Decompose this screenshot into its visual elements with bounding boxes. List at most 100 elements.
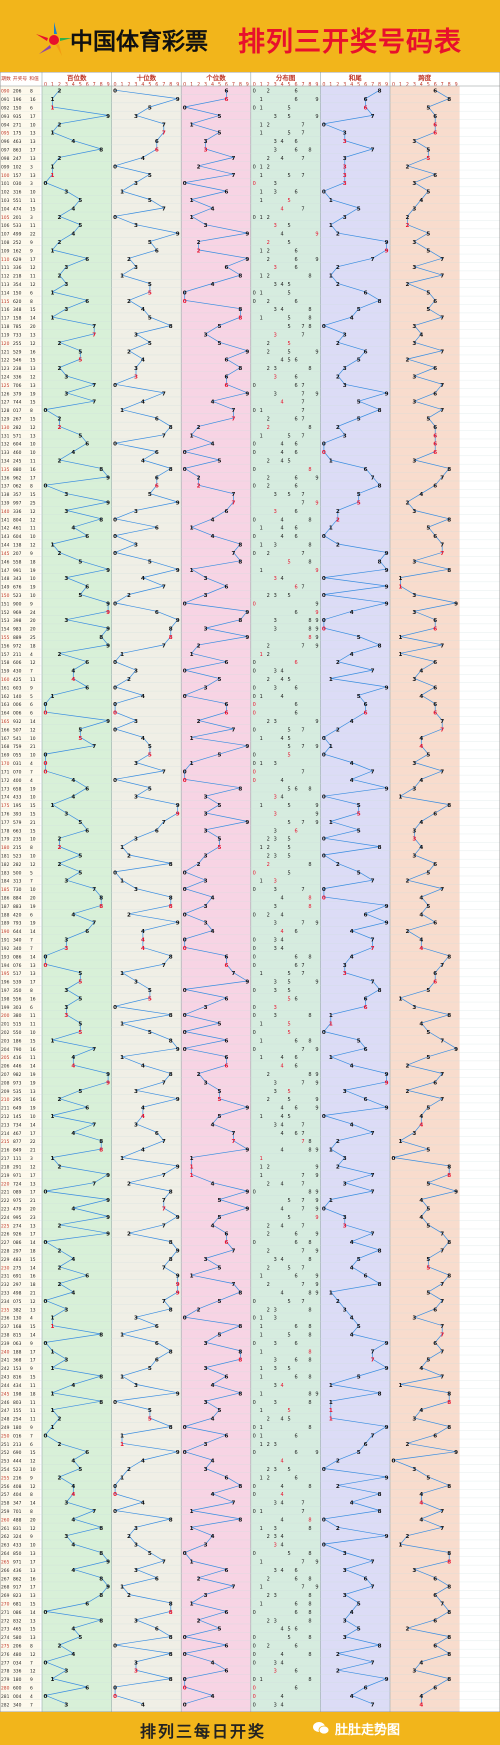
distribution-digit: 0 bbox=[253, 1492, 256, 1498]
distribution-digit: 3 bbox=[274, 1366, 277, 1372]
panel-title: 十位数 bbox=[137, 73, 157, 82]
distribution-digit: 3 bbox=[274, 223, 277, 229]
distribution-digit: 5 bbox=[287, 492, 290, 498]
trend-digit: 8 bbox=[169, 1072, 173, 1078]
row-number-label: 603 bbox=[13, 685, 22, 691]
distribution-digit: 2 bbox=[267, 1576, 270, 1582]
row-issue-label: 222 bbox=[1, 1198, 10, 1204]
trend-digit: 5 bbox=[218, 1408, 222, 1414]
row-number-label: 880 bbox=[13, 467, 22, 473]
digit-header-label: 0 bbox=[322, 82, 325, 88]
distribution-digit: 6 bbox=[294, 484, 297, 490]
distribution-digit: 5 bbox=[287, 240, 290, 246]
digit-header-label: 5 bbox=[357, 82, 360, 88]
distribution-digit: 9 bbox=[315, 601, 318, 607]
trend-digit: 7 bbox=[440, 963, 444, 969]
trend-digit: 8 bbox=[447, 1391, 451, 1397]
digit-header-label: 8 bbox=[308, 82, 311, 88]
trend-digit: 2 bbox=[127, 593, 131, 599]
trend-digit: 4 bbox=[419, 1492, 423, 1498]
distribution-digit: 2 bbox=[267, 1282, 270, 1288]
trend-digit: 4 bbox=[141, 156, 145, 162]
distribution-digit: 6 bbox=[294, 148, 297, 154]
trend-digit: 8 bbox=[447, 1173, 451, 1179]
lottery-star-logo bbox=[36, 22, 72, 56]
trend-digit: 5 bbox=[148, 492, 152, 498]
trend-digit: 6 bbox=[433, 433, 437, 439]
trend-digit: 3 bbox=[343, 1635, 347, 1641]
row-sum-label: 16 bbox=[30, 1274, 36, 1280]
trend-digit: 6 bbox=[224, 1064, 228, 1070]
trend-digit: 7 bbox=[231, 1139, 235, 1145]
distribution-digit: 9 bbox=[315, 1450, 318, 1456]
row-sum-label: 12 bbox=[30, 282, 36, 288]
trend-digit: 2 bbox=[197, 484, 201, 490]
distribution-digit: 6 bbox=[294, 1375, 297, 1381]
trend-digit: 4 bbox=[350, 1240, 354, 1246]
row-sum-label: 6 bbox=[30, 702, 33, 708]
trend-digit: 0 bbox=[183, 601, 187, 607]
row-sum-label: 4 bbox=[30, 778, 33, 784]
row-number-label: 070 bbox=[13, 769, 22, 775]
row-issue-label: 102 bbox=[1, 190, 10, 196]
trend-digit: 6 bbox=[433, 627, 437, 633]
row-sum-label: 19 bbox=[30, 1072, 36, 1078]
trend-digit: 4 bbox=[350, 1265, 354, 1271]
distribution-digit: 4 bbox=[281, 912, 284, 918]
trend-digit: 5 bbox=[426, 1106, 430, 1112]
trend-digit: 3 bbox=[134, 980, 138, 986]
trend-digit: 6 bbox=[433, 173, 437, 179]
trend-digit: 0 bbox=[44, 761, 48, 767]
trend-digit: 1 bbox=[329, 1383, 333, 1389]
trend-digit: 1 bbox=[120, 845, 124, 851]
trend-digit: 0 bbox=[113, 1400, 117, 1406]
trend-digit: 7 bbox=[231, 1131, 235, 1137]
distribution-digit: 0 bbox=[253, 660, 256, 666]
row-sum-label: 15 bbox=[30, 206, 36, 212]
row-issue-label: 209 bbox=[1, 1089, 10, 1095]
row-number-label: 006 bbox=[13, 711, 22, 717]
trend-digit: 5 bbox=[78, 559, 82, 565]
row-number-label: 031 bbox=[13, 761, 22, 767]
row-sum-label: 4 bbox=[30, 1694, 33, 1700]
row-sum-label: 9 bbox=[30, 1366, 33, 1372]
row-sum-label: 6 bbox=[30, 290, 33, 296]
trend-digit: 0 bbox=[322, 576, 326, 582]
trend-digit: 6 bbox=[155, 484, 159, 490]
panel-background bbox=[181, 86, 251, 1712]
trend-digit: 0 bbox=[113, 870, 117, 876]
trend-digit: 6 bbox=[364, 711, 368, 717]
trend-digit: 7 bbox=[231, 727, 235, 733]
row-sum-label: 11 bbox=[30, 1400, 36, 1406]
trend-digit: 0 bbox=[322, 1467, 326, 1473]
distribution-digit: 9 bbox=[315, 1047, 318, 1053]
row-number-label: 175 bbox=[13, 131, 22, 137]
row-sum-label: 18 bbox=[30, 1248, 36, 1254]
trend-digit: 6 bbox=[433, 534, 437, 540]
trend-digit: 9 bbox=[385, 786, 389, 792]
digit-header-label: 0 bbox=[44, 82, 47, 88]
trend-digit: 0 bbox=[322, 122, 326, 128]
row-sum-label: 14 bbox=[30, 1610, 36, 1616]
trend-digit: 1 bbox=[50, 106, 54, 112]
trend-digit: 0 bbox=[183, 1030, 187, 1036]
distribution-digit: 0 bbox=[253, 753, 256, 759]
row-issue-label: 260 bbox=[1, 1517, 10, 1523]
trend-digit: 4 bbox=[350, 1064, 354, 1070]
distribution-digit: 6 bbox=[294, 828, 297, 834]
trend-digit: 2 bbox=[405, 358, 409, 364]
trend-digit: 5 bbox=[426, 1030, 430, 1036]
trend-digit: 0 bbox=[183, 1013, 187, 1019]
row-sum-label: 12 bbox=[30, 425, 36, 431]
trend-digit: 5 bbox=[218, 837, 222, 843]
trend-digit: 7 bbox=[231, 971, 235, 977]
distribution-digit: 4 bbox=[281, 576, 284, 582]
distribution-digit: 5 bbox=[287, 1417, 290, 1423]
distribution-digit: 6 bbox=[294, 1240, 297, 1246]
trend-digit: 4 bbox=[211, 534, 215, 540]
distribution-digit: 0 bbox=[253, 215, 256, 221]
digit-header-label: 3 bbox=[65, 82, 68, 88]
distribution-digit: 5 bbox=[287, 1097, 290, 1103]
trend-digit: 9 bbox=[106, 610, 110, 616]
trend-digit: 0 bbox=[44, 1660, 48, 1666]
